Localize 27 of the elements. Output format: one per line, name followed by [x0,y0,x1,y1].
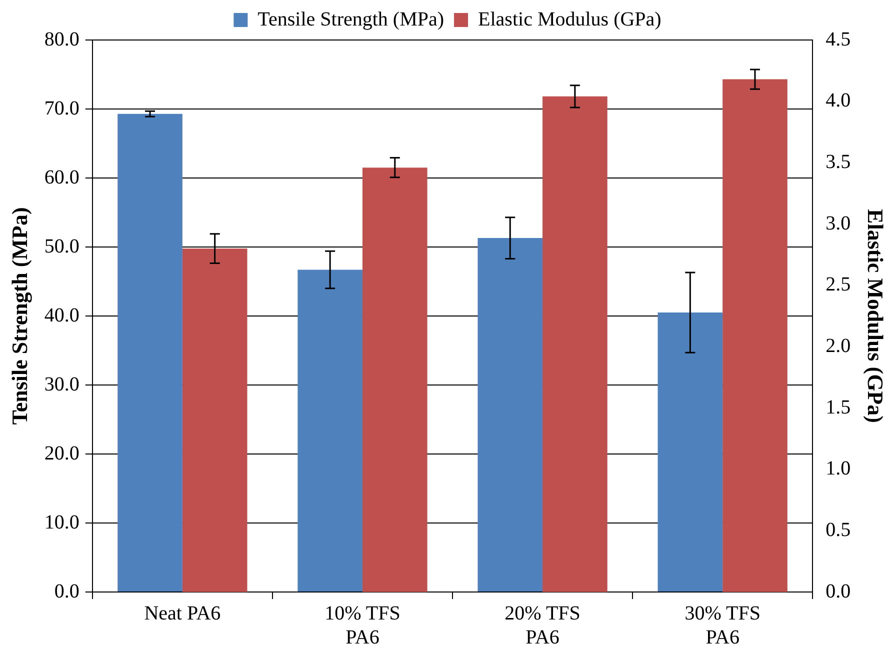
legend-label: Elastic Modulus (GPa) [478,8,662,30]
y2-tick-label: 1.0 [826,458,851,480]
y2-tick-label: 4.5 [826,28,851,50]
y-tick-label: 30.0 [44,373,80,396]
y-tick-label: 20.0 [44,442,80,464]
y2-tick-label: 3.0 [826,212,851,234]
y2-axis-title: Elastic Modulus (GPa) [863,209,888,423]
y-tick-label: 80.0 [44,28,80,50]
y-tick-label: 70.0 [44,97,80,120]
y2-tick-label: 4.0 [826,90,851,112]
x-tick-label: Neat PA6 [144,602,221,624]
y2-tick-label: 2.5 [826,274,851,296]
y-tick-label: 0.0 [54,580,80,602]
y2-tick-label: 0.0 [826,580,851,602]
y-axis-title: Tensile Strength (MPa) [6,207,32,425]
x-tick-label: 10% TFS PA6 [324,602,400,648]
y2-tick-label: 0.5 [826,518,851,541]
y2-tick-label: 3.5 [826,150,851,173]
legend-label: Tensile Strength (MPa) [258,8,444,30]
y-tick-label: 60.0 [44,166,80,188]
y-tick-label: 40.0 [44,304,80,326]
x-tick-label: 30% TFS PA6 [684,602,760,648]
y2-tick-label: 2.0 [826,334,851,357]
x-tick-label: 20% TFS PA6 [504,602,580,648]
y-tick-label: 50.0 [44,235,80,258]
y2-tick-label: 1.5 [826,396,851,418]
y-tick-label: 10.0 [44,511,80,534]
